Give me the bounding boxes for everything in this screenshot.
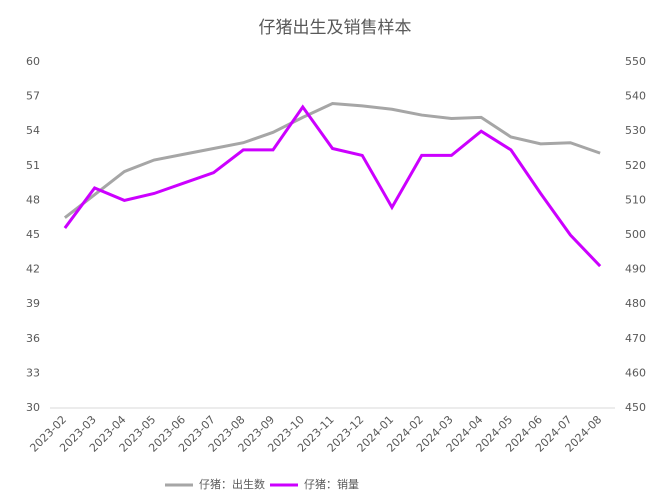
legend-label: 仔猪：销量 bbox=[304, 477, 359, 491]
chart-title: 仔猪出生及销售样本 bbox=[259, 18, 412, 38]
y-tick-label: 30 bbox=[26, 401, 40, 414]
y2-tick-label: 550 bbox=[625, 55, 646, 68]
y2-tick-label: 460 bbox=[625, 366, 646, 379]
y-tick-label: 60 bbox=[26, 55, 40, 68]
y-tick-label: 36 bbox=[26, 332, 40, 345]
line-series bbox=[63, 104, 602, 268]
y2-tick-label: 490 bbox=[625, 263, 646, 276]
y2-tick-label: 540 bbox=[625, 90, 646, 103]
y2-tick-label: 500 bbox=[625, 228, 646, 241]
y2-tick-label: 470 bbox=[625, 332, 646, 345]
y-tick-label: 42 bbox=[26, 263, 40, 276]
y2-tick-label: 520 bbox=[625, 159, 646, 172]
y2-tick-label: 450 bbox=[625, 401, 646, 414]
y-tick-label: 45 bbox=[26, 228, 40, 241]
y2-tick-label: 480 bbox=[625, 297, 646, 310]
y-tick-label: 48 bbox=[26, 193, 40, 206]
y-tick-label: 54 bbox=[26, 124, 40, 137]
y-tick-label: 57 bbox=[26, 90, 40, 103]
y-tick-label: 39 bbox=[26, 297, 40, 310]
y2-tick-label: 510 bbox=[625, 193, 646, 206]
legend-label: 仔猪：出生数 bbox=[199, 477, 265, 491]
y-tick-label: 33 bbox=[26, 366, 40, 379]
y2-tick-label: 530 bbox=[625, 124, 646, 137]
y-tick-label: 51 bbox=[26, 159, 40, 172]
line-series bbox=[63, 101, 601, 219]
